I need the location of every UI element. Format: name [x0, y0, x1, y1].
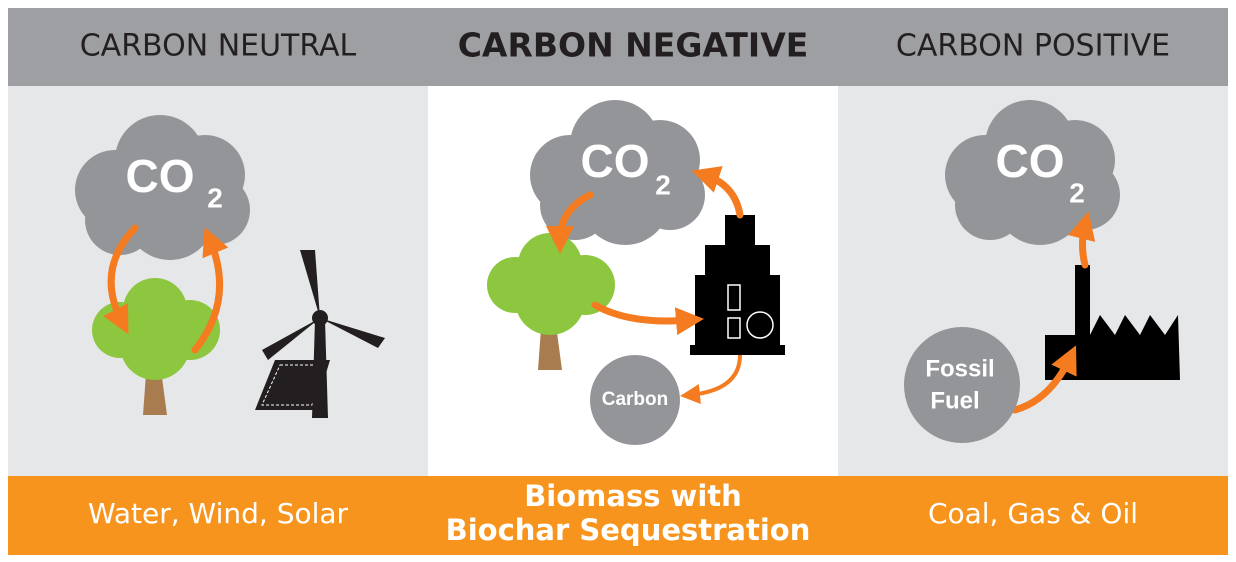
infographic: CARBON NEUTRAL CARBON NEGATIVE CARBON PO… — [0, 0, 1236, 562]
footer-label: Biochar Sequestration — [446, 513, 811, 547]
cloud-subscript: 2 — [1069, 177, 1085, 208]
panel-title: CARBON NEGATIVE — [458, 26, 809, 65]
footer-label: Water, Wind, Solar — [88, 497, 349, 530]
footer-label: Coal, Gas & Oil — [928, 497, 1138, 530]
fossil-fuel-circle — [904, 327, 1020, 443]
arrow — [1083, 225, 1086, 265]
cloud-label: CO — [126, 150, 195, 202]
panel-title: CARBON POSITIVE — [896, 29, 1170, 64]
footer-label: Biomass with — [524, 479, 742, 513]
cloud-subscript: 2 — [655, 169, 671, 200]
carbon-label: Carbon — [602, 389, 669, 410]
fossil-fuel-label: Fossil — [925, 355, 994, 382]
cloud-label: CO — [996, 135, 1065, 187]
panel-title: CARBON NEUTRAL — [80, 29, 357, 64]
fossil-fuel-label: Fuel — [930, 387, 979, 414]
cloud-label: CO — [581, 135, 650, 187]
cloud-subscript: 2 — [207, 182, 223, 213]
